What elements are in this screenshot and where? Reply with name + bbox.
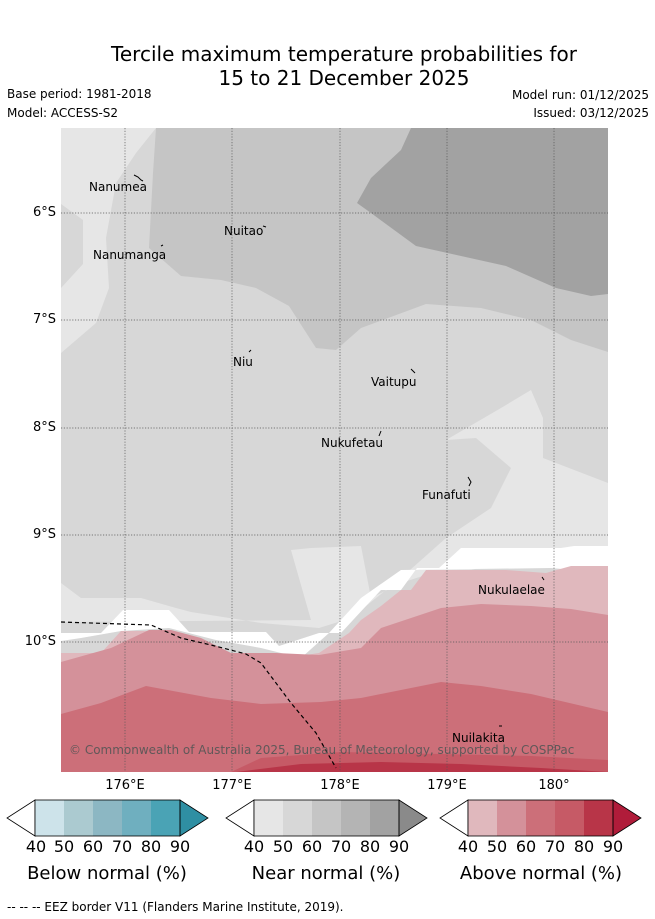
near-normal-frame <box>253 799 400 837</box>
place-label: Nanumanga <box>93 248 166 262</box>
below-tick: 70 <box>111 837 133 856</box>
above-normal-title: Above normal (%) <box>459 863 623 884</box>
above-70-region <box>61 682 608 772</box>
above-normal-swatch <box>555 800 584 836</box>
near-normal-high-extend <box>398 799 428 837</box>
lon-label: 180° <box>538 778 570 793</box>
below-normal-swatch <box>64 800 93 836</box>
near-normal-title: Near normal (%) <box>251 863 401 884</box>
above-tick: 80 <box>573 837 595 856</box>
above-normal-frame <box>467 799 614 837</box>
base-period: Base period: 1981-2018 <box>7 87 152 101</box>
lat-label: 8°S <box>32 420 56 435</box>
place-labels: Nanumea Nuitao Nanumanga Niu Vaitupu Nuk… <box>89 180 545 745</box>
lat-label: 10°S <box>24 634 56 649</box>
lon-label: 179°E <box>427 778 467 793</box>
model-name: Model: ACCESS-S2 <box>7 106 119 120</box>
near-tick: 50 <box>272 837 294 856</box>
white-gap-strip <box>61 546 608 658</box>
eez-border <box>61 621 337 769</box>
below-normal-swatch <box>122 800 151 836</box>
near-50-left <box>61 128 156 353</box>
above-tick: 40 <box>457 837 479 856</box>
near-normal-swatch <box>370 800 399 836</box>
above-tick: 60 <box>515 837 537 856</box>
above-normal-high-extend <box>612 799 642 837</box>
lat-label: 7°S <box>32 312 56 327</box>
above-normal-low-extend <box>439 799 469 837</box>
near-tick: 60 <box>301 837 323 856</box>
below-normal-colorbar <box>6 799 209 837</box>
above-normal-swatch <box>468 800 497 836</box>
graticule <box>61 128 608 772</box>
near-tick: 70 <box>330 837 352 856</box>
place-label: Niu <box>233 355 253 369</box>
map-title-line2: 15 to 21 December 2025 <box>218 66 470 90</box>
place-label: Nuitao <box>224 224 263 238</box>
below-tick: 90 <box>169 837 191 856</box>
near-tick: 40 <box>243 837 265 856</box>
near-normal-swatch <box>283 800 312 836</box>
eez-footnote: -- -- -- EEZ border V11 (Flanders Marine… <box>7 900 344 914</box>
above-tick: 50 <box>486 837 508 856</box>
issued-date: Issued: 03/12/2025 <box>533 106 649 120</box>
near-normal-colorbar <box>225 799 428 837</box>
below-normal-frame <box>34 799 181 837</box>
below-normal-high-extend <box>179 799 209 837</box>
near-normal-low-extend <box>225 799 255 837</box>
lon-label: 176°E <box>105 778 145 793</box>
near-tick: 90 <box>388 837 410 856</box>
below-normal-low-extend <box>6 799 36 837</box>
lat-label: 6°S <box>32 205 56 220</box>
below-tick: 40 <box>25 837 47 856</box>
probability-map: Nanumea Nuitao Nanumanga Niu Vaitupu Nuk… <box>61 128 608 772</box>
above-normal-colorbar <box>439 799 642 837</box>
place-label: Nanumea <box>89 180 147 194</box>
copyright-notice: © Commonwealth of Australia 2025, Bureau… <box>69 743 574 757</box>
above-normal-swatch <box>526 800 555 836</box>
near-normal-swatch <box>312 800 341 836</box>
place-label: Nukulaelae <box>478 583 545 597</box>
place-label: Nuilakita <box>452 731 505 745</box>
below-normal-swatch <box>151 800 180 836</box>
island-outlines <box>133 174 545 727</box>
place-label: Nukufetau <box>321 436 383 450</box>
below-normal-title: Below normal (%) <box>27 863 187 884</box>
below-normal-swatch <box>35 800 64 836</box>
above-normal-swatch <box>497 800 526 836</box>
map-title-line1: Tercile maximum temperature probabilitie… <box>111 42 577 66</box>
near-tick: 80 <box>359 837 381 856</box>
above-tick: 90 <box>602 837 624 856</box>
above-tick: 70 <box>544 837 566 856</box>
below-tick: 60 <box>82 837 104 856</box>
model-run: Model run: 01/12/2025 <box>511 88 649 102</box>
lat-label: 9°S <box>32 527 56 542</box>
above-90-region <box>236 762 608 772</box>
near-normal-swatch <box>254 800 283 836</box>
below-normal-swatch <box>93 800 122 836</box>
below-tick: 50 <box>53 837 75 856</box>
place-label: Vaitupu <box>371 375 417 389</box>
lon-label: 177°E <box>212 778 252 793</box>
near-80-region <box>357 128 608 296</box>
lon-label: 178°E <box>320 778 360 793</box>
below-tick: 80 <box>140 837 162 856</box>
place-label: Funafuti <box>422 488 471 502</box>
near-normal-swatch <box>341 800 370 836</box>
above-normal-swatch <box>584 800 613 836</box>
